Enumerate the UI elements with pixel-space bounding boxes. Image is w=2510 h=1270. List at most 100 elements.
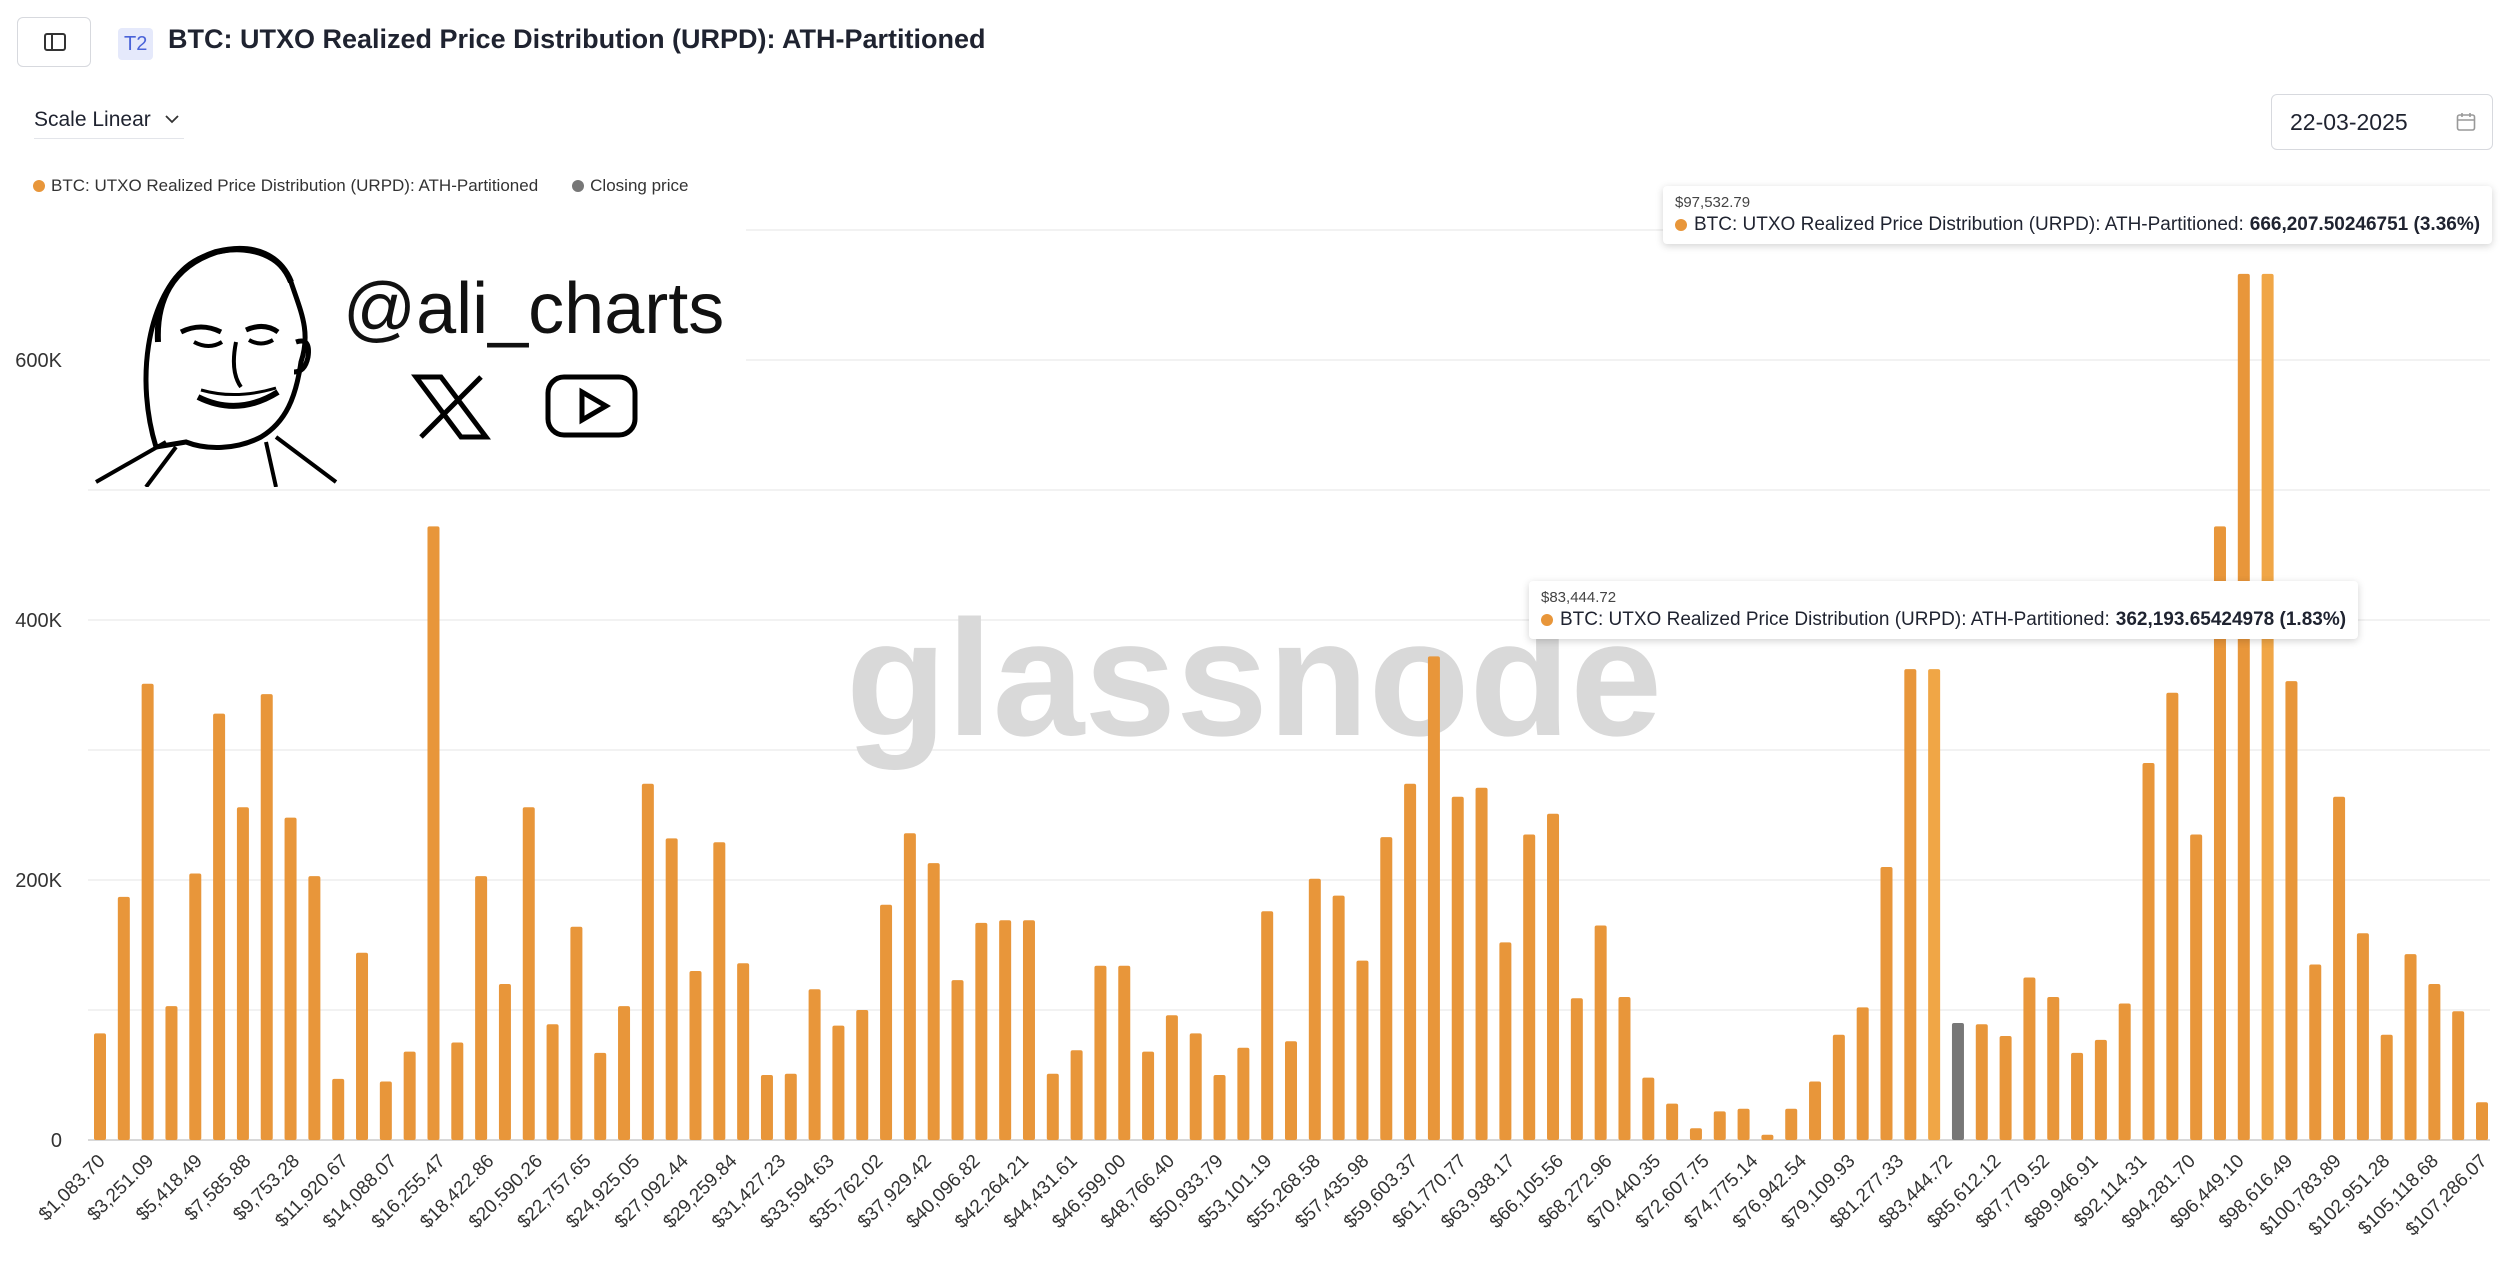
bar[interactable] bbox=[546, 1024, 559, 1140]
bar[interactable] bbox=[1404, 783, 1417, 1140]
bar[interactable] bbox=[1928, 669, 1941, 1140]
bar[interactable] bbox=[951, 980, 964, 1140]
bar[interactable] bbox=[903, 833, 916, 1140]
bar[interactable] bbox=[618, 1006, 631, 1140]
bar[interactable] bbox=[1189, 1033, 1202, 1140]
bar[interactable] bbox=[1070, 1050, 1083, 1140]
bar[interactable] bbox=[2285, 681, 2298, 1140]
bar[interactable] bbox=[379, 1081, 392, 1141]
bar[interactable] bbox=[880, 904, 893, 1140]
bar[interactable] bbox=[1165, 1015, 1178, 1140]
bar[interactable] bbox=[1380, 837, 1393, 1140]
bar[interactable] bbox=[2261, 273, 2274, 1141]
bar[interactable] bbox=[2380, 1034, 2393, 1140]
bar[interactable] bbox=[1832, 1034, 1845, 1140]
bar[interactable] bbox=[570, 926, 583, 1140]
bar[interactable] bbox=[451, 1042, 464, 1141]
bar[interactable] bbox=[1094, 965, 1107, 1140]
bar[interactable] bbox=[689, 971, 702, 1140]
bar[interactable] bbox=[1547, 813, 1560, 1140]
bar[interactable] bbox=[1523, 834, 1536, 1141]
bar[interactable] bbox=[2476, 1102, 2488, 1140]
bar[interactable] bbox=[999, 920, 1012, 1140]
bar[interactable] bbox=[927, 863, 940, 1140]
bar[interactable] bbox=[713, 842, 726, 1140]
bar[interactable] bbox=[737, 963, 750, 1140]
bar[interactable] bbox=[2190, 834, 2203, 1141]
bar[interactable] bbox=[1356, 960, 1369, 1140]
bar[interactable] bbox=[2404, 954, 2417, 1140]
bar[interactable] bbox=[403, 1051, 416, 1140]
bar[interactable] bbox=[2094, 1039, 2107, 1140]
bar[interactable] bbox=[1285, 1041, 1297, 1140]
bar[interactable] bbox=[1475, 787, 1488, 1140]
bar[interactable] bbox=[2166, 692, 2179, 1140]
bar[interactable] bbox=[165, 1006, 178, 1140]
bar[interactable] bbox=[1642, 1077, 1655, 1140]
bar[interactable] bbox=[2213, 526, 2226, 1140]
bar[interactable] bbox=[475, 876, 488, 1140]
bar[interactable] bbox=[1594, 925, 1607, 1141]
bar[interactable] bbox=[1737, 1108, 1750, 1140]
bar[interactable] bbox=[236, 807, 249, 1140]
bar[interactable] bbox=[2047, 997, 2060, 1140]
bar[interactable] bbox=[1975, 1024, 1988, 1140]
bar[interactable] bbox=[665, 838, 678, 1140]
bar[interactable] bbox=[2309, 964, 2322, 1141]
bar[interactable] bbox=[808, 989, 821, 1140]
bar[interactable] bbox=[1999, 1036, 2012, 1140]
bar[interactable] bbox=[1332, 895, 1345, 1140]
date-picker[interactable]: 22-03-2025 bbox=[2271, 94, 2493, 150]
bar[interactable] bbox=[1237, 1047, 1250, 1140]
bar[interactable] bbox=[522, 807, 535, 1140]
bar[interactable] bbox=[784, 1073, 797, 1140]
bar[interactable] bbox=[117, 896, 130, 1140]
bar[interactable] bbox=[1022, 920, 1035, 1140]
bar[interactable] bbox=[1261, 911, 1274, 1140]
bar[interactable] bbox=[2023, 977, 2036, 1141]
bar[interactable] bbox=[1427, 656, 1440, 1140]
bar[interactable] bbox=[1785, 1108, 1798, 1140]
bar[interactable] bbox=[1499, 942, 1512, 1140]
bar[interactable] bbox=[1761, 1134, 1774, 1140]
bar[interactable] bbox=[332, 1078, 345, 1140]
bar[interactable] bbox=[141, 683, 154, 1140]
bar[interactable] bbox=[1809, 1081, 1822, 1141]
bar[interactable] bbox=[1713, 1111, 1726, 1140]
bar[interactable] bbox=[1451, 796, 1464, 1140]
bar[interactable] bbox=[213, 713, 226, 1140]
bar[interactable] bbox=[594, 1052, 607, 1140]
bar[interactable] bbox=[2071, 1052, 2084, 1140]
legend-item-closing-price[interactable]: Closing price bbox=[572, 176, 688, 196]
bar[interactable] bbox=[2428, 984, 2441, 1140]
bar[interactable] bbox=[1046, 1073, 1059, 1140]
bar[interactable] bbox=[1904, 669, 1917, 1140]
bar[interactable] bbox=[1666, 1103, 1679, 1140]
scale-select[interactable]: Scale Linear bbox=[34, 108, 179, 132]
bar[interactable] bbox=[189, 873, 202, 1141]
bar[interactable] bbox=[1570, 998, 1583, 1140]
closing-price-bar[interactable] bbox=[1951, 1023, 1964, 1140]
bar[interactable] bbox=[308, 876, 321, 1140]
bar[interactable] bbox=[1118, 965, 1131, 1140]
bar[interactable] bbox=[1856, 1007, 1869, 1140]
bar[interactable] bbox=[2237, 273, 2250, 1141]
bar[interactable] bbox=[1213, 1075, 1226, 1140]
bar[interactable] bbox=[2142, 763, 2155, 1140]
bar[interactable] bbox=[2333, 796, 2346, 1140]
bar[interactable] bbox=[427, 526, 440, 1140]
bar[interactable] bbox=[284, 817, 297, 1140]
bar[interactable] bbox=[356, 952, 369, 1140]
bar[interactable] bbox=[2118, 1003, 2131, 1141]
bar[interactable] bbox=[498, 984, 511, 1140]
bar[interactable] bbox=[2356, 933, 2369, 1140]
bar[interactable] bbox=[94, 1033, 106, 1140]
bar[interactable] bbox=[260, 694, 273, 1140]
bar[interactable] bbox=[1142, 1051, 1155, 1140]
sidebar-toggle-button[interactable] bbox=[17, 17, 91, 67]
bar[interactable] bbox=[975, 922, 988, 1140]
bar[interactable] bbox=[1689, 1128, 1702, 1140]
bar[interactable] bbox=[2452, 1011, 2465, 1140]
bar[interactable] bbox=[832, 1025, 845, 1140]
bar[interactable] bbox=[641, 783, 654, 1140]
